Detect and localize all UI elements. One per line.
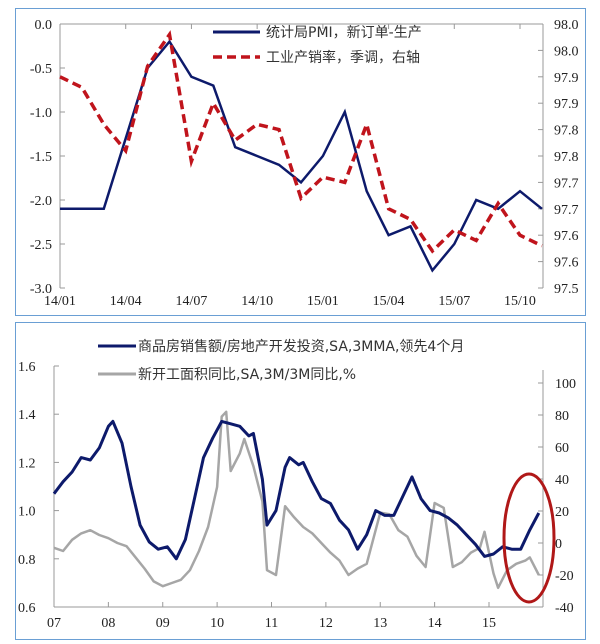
chart1-axes: 0.0 -0.5 -1.0 -1.5 -2.0 -2.5 -3.0 98.0 98.0 97.9…: [30, 18, 579, 309]
x-tick-label: 13: [373, 616, 387, 631]
x-tick-label: 15/10: [504, 294, 536, 309]
y-right-tick-label: 97.8: [554, 124, 579, 139]
y-left-tick-label: -0.5: [30, 62, 52, 77]
y-left-tick-label: 1.4: [18, 408, 36, 423]
y-left-tick-label: -2.0: [30, 194, 52, 209]
y-left-tick-label: 1.2: [18, 456, 36, 471]
y-left-tick-label: 0.8: [18, 553, 36, 568]
y-left-tick-label: -1.0: [30, 106, 52, 121]
y-right-tick-label: 97.6: [554, 256, 579, 271]
x-tick-label: 14: [428, 616, 442, 631]
chart2-series: [52, 410, 541, 590]
y-right-tick-label: -40: [555, 601, 574, 616]
y-right-tick-label: 98.0: [554, 18, 579, 33]
x-tick-label: 15/07: [438, 294, 470, 309]
y-right-tick-label: 97.8: [554, 150, 579, 165]
x-tick-label: 12: [319, 616, 333, 631]
y-right-tick-label: 97.6: [554, 229, 579, 244]
y-right-tick-label: 80: [555, 409, 569, 424]
x-tick-label: 11: [265, 616, 278, 631]
legend-label-new-starts: 新开工面积同比,SA,3M/3M同比,%: [138, 367, 356, 383]
legend-label-sales-ratio: 工业产销率，季调，右轴: [266, 49, 420, 66]
y-right-tick-label: -20: [555, 569, 574, 584]
highlight-ellipse: [502, 472, 556, 604]
x-tick-label: 14/07: [175, 294, 207, 309]
legend-label-pmi: 统计局PMI，新订单-生产: [266, 25, 422, 41]
y-right-tick-label: 100: [555, 377, 576, 392]
y-right-tick-label: 0: [555, 537, 562, 552]
series-pmi-line: [60, 39, 543, 273]
legend-label-sales-investment: 商品房销售额/房地产开发投资,SA,3MMA,领先4个月: [138, 339, 464, 355]
x-tick-label: 09: [156, 616, 170, 631]
chart1-legend: 统计局PMI，新订单-生产 工业产销率，季调，右轴: [213, 25, 422, 66]
x-tick-label: 14/01: [44, 294, 76, 309]
y-left-tick-label: 0.6: [18, 601, 36, 616]
x-tick-label: 15: [482, 616, 496, 631]
x-tick-label: 14/04: [110, 294, 142, 309]
y-left-tick-label: -2.5: [30, 238, 52, 253]
y-left-tick-label: -1.5: [30, 150, 52, 165]
y-right-tick-label: 97.5: [554, 282, 579, 297]
y-right-tick-label: 20: [555, 505, 569, 520]
y-right-tick-label: 97.9: [554, 71, 579, 86]
series-new-starts-line: [53, 410, 540, 590]
y-left-tick-label: 1.0: [18, 505, 36, 520]
y-right-tick-label: 97.7: [554, 176, 579, 191]
x-tick-label: 07: [47, 616, 61, 631]
chart-panel-pmi: [15, 8, 586, 316]
x-tick-label: 15/04: [373, 294, 405, 309]
y-right-tick-label: 98.0: [554, 44, 579, 59]
y-right-tick-label: 40: [555, 473, 569, 488]
chart2-axes: 1.6 1.4 1.2 1.0 0.8 0.6 100 80 60 40 20 0 -20 -40 07…: [18, 360, 576, 631]
series-sales-investment-line: [52, 419, 541, 561]
y-right-tick-label: 97.7: [554, 203, 579, 218]
y-left-tick-label: 1.6: [18, 360, 36, 375]
chart2-legend: 商品房销售额/房地产开发投资,SA,3MMA,领先4个月 新开工面积同比,SA,…: [98, 339, 464, 383]
series-sales-ratio-line: [59, 30, 543, 254]
x-tick-label: 10: [210, 616, 224, 631]
y-left-tick-label: -3.0: [30, 282, 52, 297]
x-tick-label: 15/01: [307, 294, 339, 309]
x-tick-label: 14/10: [241, 294, 273, 309]
x-tick-label: 08: [101, 616, 115, 631]
chart1-series: [59, 30, 543, 273]
y-left-tick-label: 0.0: [35, 18, 53, 33]
y-right-tick-label: 60: [555, 441, 569, 456]
y-right-tick-label: 97.9: [554, 97, 579, 112]
